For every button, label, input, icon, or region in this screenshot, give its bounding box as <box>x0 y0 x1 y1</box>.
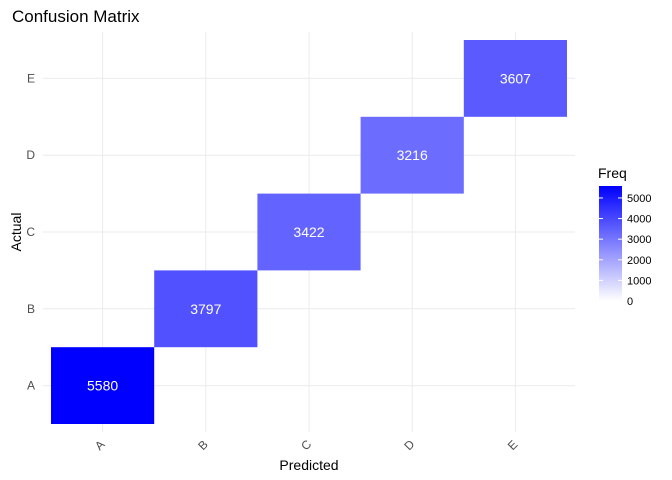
cell-B-B <box>154 270 258 348</box>
x-axis-ticks: A B C D E <box>92 437 520 453</box>
x-tick-label-D: D <box>401 437 417 453</box>
cell-label-A-A: 5580 <box>87 378 118 394</box>
cell-E-E <box>463 40 567 117</box>
cell-label-C-C: 3422 <box>293 224 324 240</box>
x-tick-label-C: C <box>298 437 314 453</box>
x-tick-label-B: B <box>195 437 211 453</box>
heatmap-cells <box>51 40 567 424</box>
cell-label-D-D: 3216 <box>397 147 428 163</box>
y-axis-title: Actual <box>8 213 24 252</box>
cell-value-labels: 5580 3797 3422 3216 3607 <box>87 70 531 393</box>
y-tick-label-C: C <box>26 225 35 239</box>
legend-tick-label-4000: 4000 <box>627 214 651 226</box>
cell-label-E-E: 3607 <box>500 70 531 86</box>
legend-tick-label-3000: 3000 <box>627 234 651 246</box>
color-legend: Freq 0 1000 2000 3000 4000 5000 <box>598 165 651 308</box>
legend-tick-label-0: 0 <box>627 296 633 308</box>
legend-title: Freq <box>598 165 627 181</box>
y-tick-label-E: E <box>27 71 35 85</box>
legend-tick-label-5000: 5000 <box>627 193 651 205</box>
y-axis-ticks: A B C D E <box>26 71 35 392</box>
y-tick-label-D: D <box>26 148 35 162</box>
chart-title: Confusion Matrix <box>12 7 140 26</box>
legend-tick-label-1000: 1000 <box>627 275 651 287</box>
x-tick-label-E: E <box>505 437 521 453</box>
legend-color-bar <box>599 186 622 301</box>
legend-tick-label-2000: 2000 <box>627 255 651 267</box>
y-tick-label-A: A <box>27 379 35 393</box>
x-tick-label-A: A <box>92 437 108 453</box>
x-axis-title: Predicted <box>279 457 338 473</box>
cell-C-C <box>257 193 361 271</box>
y-tick-label-B: B <box>27 302 35 316</box>
cell-label-B-B: 3797 <box>190 301 221 317</box>
cell-A-A <box>51 347 155 424</box>
cell-D-D <box>360 116 464 194</box>
legend-ticks: 0 1000 2000 3000 4000 5000 <box>599 193 651 308</box>
